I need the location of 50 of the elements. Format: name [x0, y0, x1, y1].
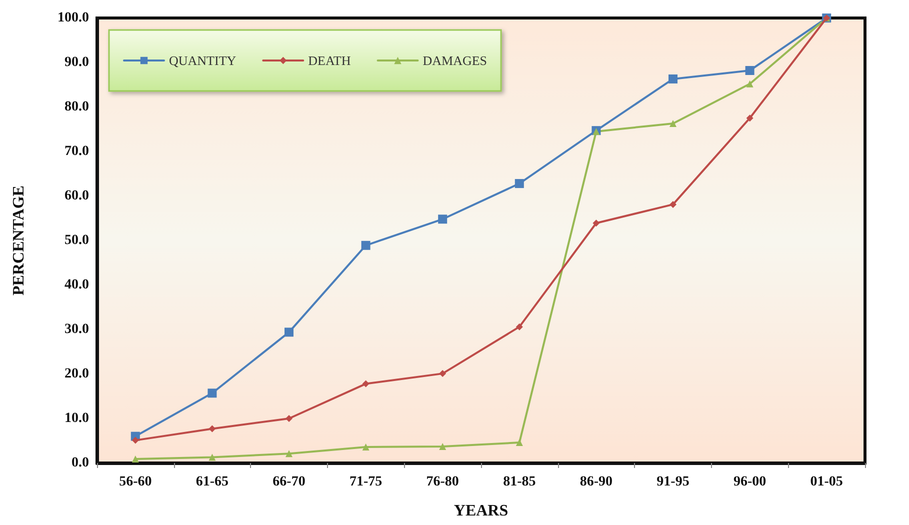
point [670, 120, 676, 127]
y-tick-label: 30.0 [64, 322, 89, 337]
point [208, 425, 216, 432]
point [286, 415, 292, 422]
x-tick-label: 76-80 [426, 474, 459, 490]
y-tick-label: 0.0 [72, 456, 89, 470]
point [514, 179, 524, 188]
point [286, 450, 292, 458]
point [592, 220, 600, 227]
point [361, 240, 370, 250]
legend-label: QUANTITY [169, 53, 237, 68]
point [670, 200, 676, 208]
y-tick-label: 90.0 [64, 55, 89, 70]
point [746, 80, 754, 88]
x-tick-label: 81-85 [503, 474, 536, 490]
y-tick-label: 20.0 [64, 366, 89, 382]
point [439, 370, 446, 378]
y-tick-label: 100.0 [58, 10, 89, 26]
point [746, 114, 754, 122]
x-tick-label: 61-65 [196, 474, 229, 490]
y-tick-label: 10.0 [64, 411, 89, 426]
legend-label: DAMAGES [422, 53, 488, 68]
point [132, 455, 139, 462]
y-tick-label: 60.0 [64, 188, 89, 204]
x-tick-label: 01-05 [810, 474, 843, 490]
legend-label: DEATH [308, 53, 351, 68]
point [516, 439, 523, 446]
y-tick-label: 40.0 [64, 278, 89, 292]
y-tick-label: 80.0 [64, 100, 89, 114]
x-axis-title: YEARS [454, 502, 508, 520]
x-tick-label: 56-60 [119, 474, 152, 490]
point [132, 436, 139, 444]
y-axis-title: PERCENTAGE [10, 186, 28, 296]
point [516, 323, 523, 330]
x-tick-label: 86-90 [580, 474, 613, 490]
point [284, 328, 294, 337]
x-tick-label: 96-00 [733, 474, 766, 490]
point [362, 443, 370, 450]
point [438, 214, 448, 224]
x-tick-label: 66-70 [272, 474, 306, 490]
y-tick-label: 50.0 [64, 233, 89, 248]
point [208, 388, 217, 398]
y-tick-label: 70.0 [64, 144, 89, 159]
point [668, 74, 678, 84]
point [208, 454, 216, 461]
point [439, 443, 446, 450]
x-tick-label: 91-95 [656, 474, 690, 490]
x-tick-label: 71-75 [349, 474, 382, 490]
point [745, 66, 754, 76]
point [362, 380, 370, 388]
